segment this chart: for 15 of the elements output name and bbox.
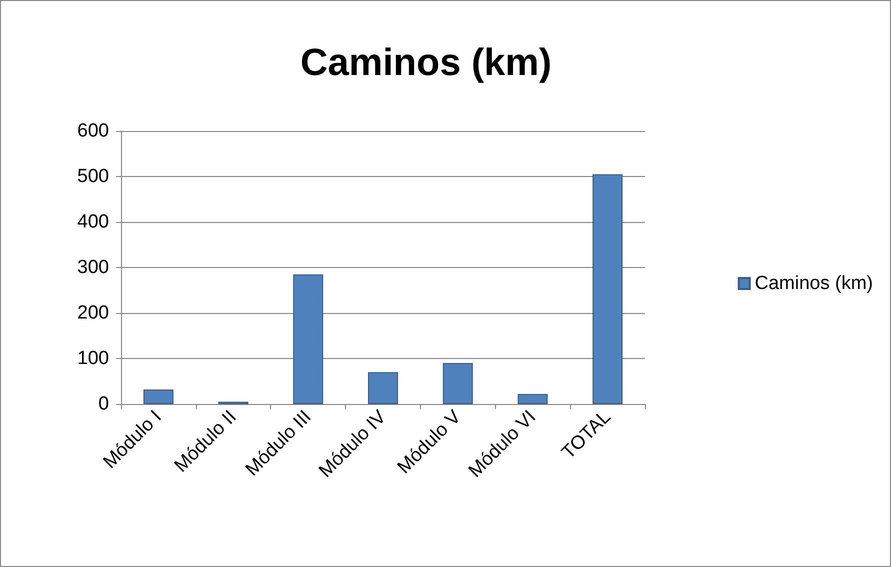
y-tick-label: 300	[77, 257, 109, 278]
y-tick-label: 400	[77, 212, 109, 232]
bar	[442, 363, 473, 404]
bar	[143, 389, 174, 404]
legend-label: Caminos (km)	[754, 273, 874, 294]
y-tick-label: 500	[77, 166, 109, 187]
bar	[518, 394, 548, 404]
bar	[368, 372, 398, 404]
y-tick-label: 100	[77, 348, 109, 369]
y-tick-label: 200	[77, 302, 109, 324]
bar	[592, 174, 623, 404]
y-tick-label: 600	[77, 120, 109, 142]
bar	[293, 274, 324, 404]
chart-title: Caminos (km)	[300, 42, 552, 84]
y-tick-label: 0	[98, 394, 109, 414]
